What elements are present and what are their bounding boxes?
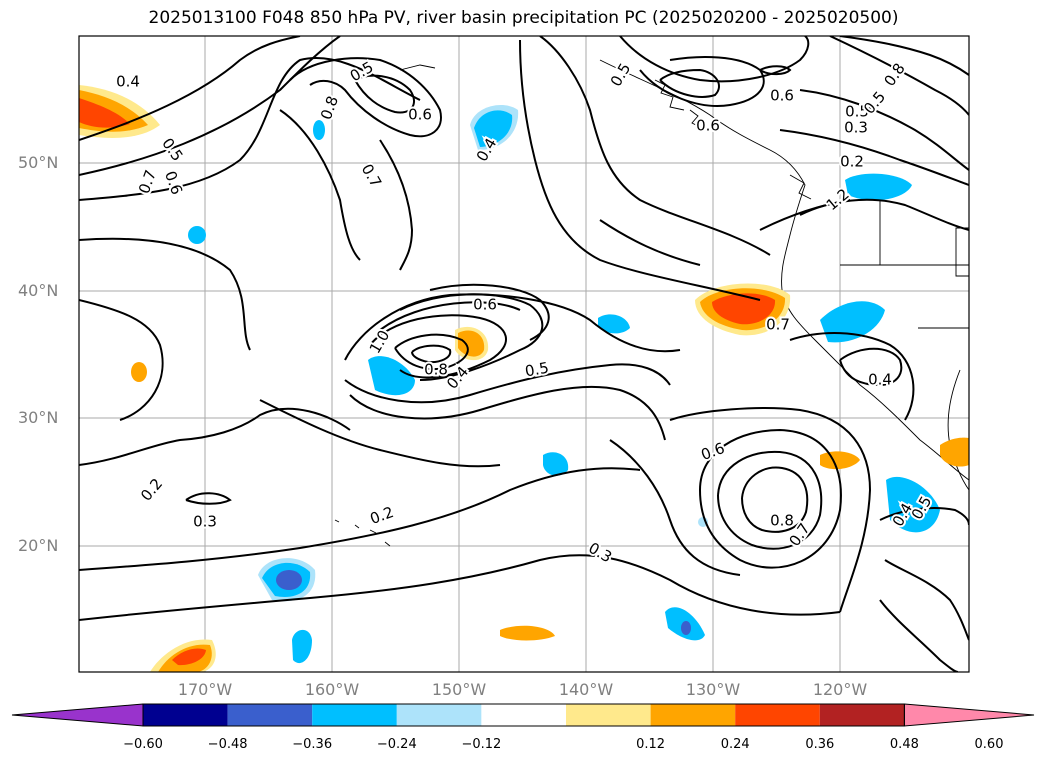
colorbar-tick-label: 0.60 xyxy=(974,737,1004,752)
colorbar-swatch xyxy=(650,704,736,726)
contour-label: 0.8 xyxy=(770,512,794,530)
colorbar-tick-label: −0.12 xyxy=(461,737,502,752)
contour-label: 0.8 xyxy=(317,94,342,123)
contour-label: 0.5 xyxy=(158,135,186,165)
colorbar-swatch xyxy=(396,704,482,726)
contour-label: 0.2 xyxy=(840,153,864,171)
map-frame xyxy=(78,35,970,673)
lon-label: 120°W xyxy=(812,680,868,699)
colorbar-extend-high xyxy=(903,703,1035,727)
contour-label: 0.4 xyxy=(868,371,892,389)
lon-label: 130°W xyxy=(685,680,741,699)
contour-label: 0.2 xyxy=(368,503,397,528)
colorbar-swatch xyxy=(481,704,566,726)
colorbar-extend-low xyxy=(11,703,144,727)
contour-label: 0.4 xyxy=(116,73,140,91)
contour-label: 0.6 xyxy=(699,439,728,464)
contour-label: 0.8 xyxy=(424,361,448,379)
colorbar-swatch xyxy=(735,704,820,726)
lat-label: 20°N xyxy=(18,536,59,555)
colorbar-tick-label: −0.48 xyxy=(207,737,248,752)
coastline xyxy=(334,59,969,547)
colorbar-tick-label: 0.48 xyxy=(889,737,919,752)
colorbar-swatch xyxy=(312,704,397,726)
contour-label: 0.5 xyxy=(524,359,551,381)
colorbar-tick-label: 0.24 xyxy=(720,737,750,752)
contour-label: 0.6 xyxy=(770,87,794,105)
contour-label: 0.3 xyxy=(193,513,217,531)
contour-label: 0.7 xyxy=(358,161,386,191)
colorbar-swatch xyxy=(143,704,228,726)
contour-labels: 0.40.50.7 0.60.80.50.70.60.40.50.60.60.50… xyxy=(114,56,937,569)
map-title: 2025013100 F048 850 hPa PV, river basin … xyxy=(148,8,899,28)
contour-label: 0.6 xyxy=(473,296,497,314)
contour-label: 0.5 xyxy=(845,103,869,121)
lon-label: 150°W xyxy=(431,680,487,699)
lon-label: 140°W xyxy=(558,680,614,699)
lon-label: 160°W xyxy=(304,680,360,699)
contour-label: 0.7 xyxy=(766,316,790,334)
colorbar xyxy=(11,703,1035,727)
colorbar-outline xyxy=(142,703,905,727)
contour-label: 0.5 xyxy=(607,60,635,90)
colorbar-swatch xyxy=(566,704,651,726)
contour-label: 0.6 xyxy=(696,117,720,135)
colorbar-tick-label: −0.36 xyxy=(292,737,333,752)
lat-label: 30°N xyxy=(18,408,59,427)
contour-label: 0.8 xyxy=(880,60,908,90)
contour-label: 1.0 xyxy=(366,327,394,357)
contour-label: 0.2 xyxy=(137,475,166,505)
colorbar-tick-label: −0.24 xyxy=(376,737,417,752)
contour-label: 0.3 xyxy=(844,119,868,137)
colorbar-swatch xyxy=(227,704,313,726)
contour-label: 0.6 xyxy=(161,169,186,198)
colorbar-tick-label: 0.36 xyxy=(805,737,835,752)
pv-contours xyxy=(79,36,969,672)
contour-label: 0.3 xyxy=(585,539,615,567)
colorbar-tick-label: 0.12 xyxy=(636,737,666,752)
lon-label: 170°W xyxy=(177,680,233,699)
colorbar-swatch xyxy=(819,704,905,726)
contour-label: 0.6 xyxy=(408,106,432,124)
lat-label: 40°N xyxy=(18,281,59,300)
colorbar-tick-label: −0.60 xyxy=(123,737,163,752)
lat-label: 50°N xyxy=(18,153,59,172)
contour-label: 0.5 xyxy=(347,58,377,86)
shading xyxy=(79,85,969,672)
